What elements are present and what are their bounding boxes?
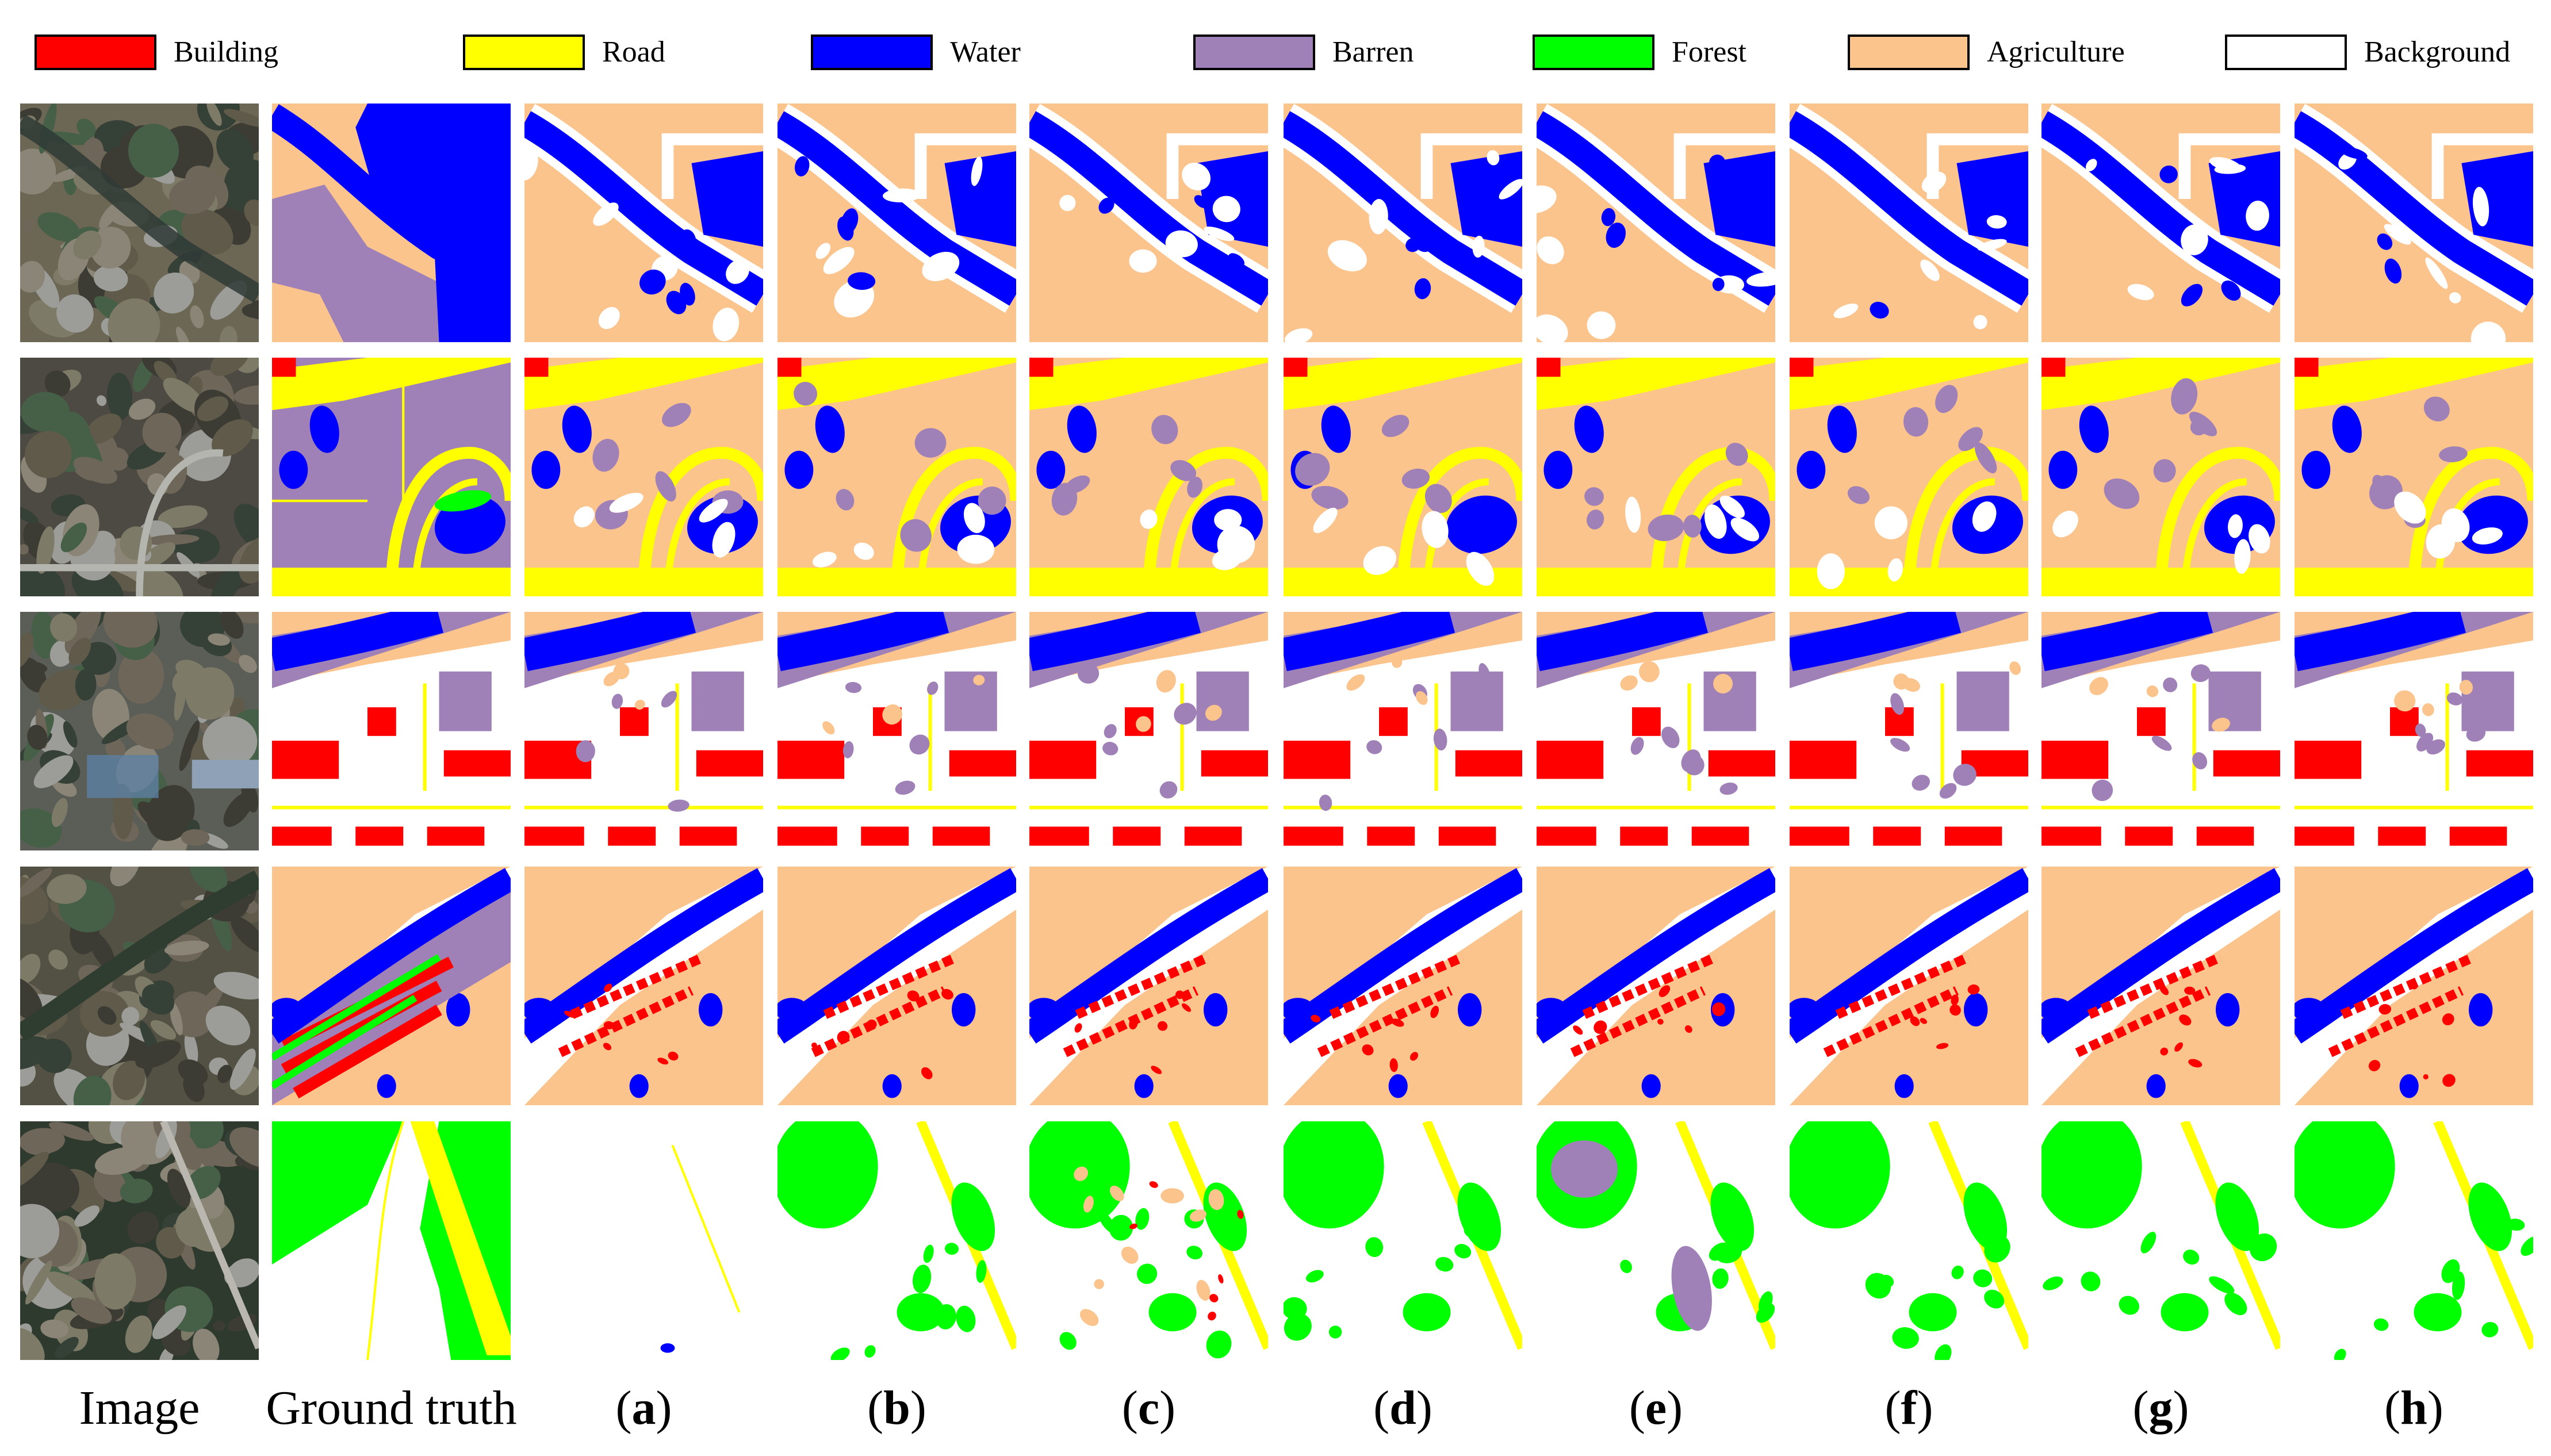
- column-caption: (f): [1884, 1381, 1933, 1435]
- prediction-map-e: [1537, 612, 1775, 850]
- prediction-map-c: [1029, 867, 1268, 1105]
- legend-label: Forest: [1672, 36, 1746, 68]
- prediction-map-c: [1029, 1121, 1268, 1360]
- prediction-map-h: [2295, 104, 2533, 342]
- legend-label: Barren: [1332, 36, 1414, 68]
- column-caption: (a): [615, 1381, 672, 1435]
- legend-label: Road: [602, 36, 665, 68]
- prediction-map-b: [777, 104, 1016, 342]
- caption-letter: d: [1389, 1381, 1416, 1435]
- legend-item-water: Water: [811, 32, 1021, 72]
- prediction-map-e: [1537, 358, 1775, 596]
- legend-swatch: [35, 35, 156, 70]
- legend-swatch: [1848, 35, 1970, 70]
- prediction-map-c: [1029, 104, 1268, 342]
- prediction-map-f: [1790, 612, 2028, 850]
- legend-label: Building: [174, 36, 279, 68]
- legend-swatch: [1533, 35, 1654, 70]
- column-caption: (h): [2384, 1381, 2443, 1435]
- column-caption: (d): [1373, 1381, 1432, 1435]
- prediction-map-b: [777, 867, 1016, 1105]
- column-caption: (e): [1629, 1381, 1683, 1435]
- prediction-map-e: [1537, 1121, 1775, 1360]
- caption-letter: b: [883, 1381, 910, 1435]
- prediction-map-g: [2041, 104, 2280, 342]
- prediction-map-g: [2041, 358, 2280, 596]
- ground-truth-map: [272, 612, 511, 850]
- legend-swatch: [1193, 35, 1315, 70]
- prediction-map-a: [524, 612, 763, 850]
- legend-item-building: Building: [35, 32, 278, 72]
- ground-truth-map: [272, 867, 511, 1105]
- legend-swatch: [2225, 35, 2347, 70]
- legend-item-agriculture: Agriculture: [1848, 32, 2125, 72]
- prediction-map-d: [1284, 867, 1522, 1105]
- prediction-map-h: [2295, 867, 2533, 1105]
- prediction-map-f: [1790, 867, 2028, 1105]
- prediction-map-h: [2295, 1121, 2533, 1360]
- legend: Building Road Water Barren Forest Agriculture…: [0, 0, 2551, 86]
- column-caption: (c): [1121, 1381, 1176, 1435]
- column-caption: (b): [867, 1381, 926, 1435]
- legend-swatch: [811, 35, 933, 70]
- prediction-map-d: [1284, 104, 1522, 342]
- legend-swatch: [463, 35, 585, 70]
- prediction-map-a: [524, 104, 763, 342]
- column-caption: (g): [2132, 1381, 2189, 1435]
- prediction-map-c: [1029, 358, 1268, 596]
- prediction-map-h: [2295, 358, 2533, 596]
- prediction-map-b: [777, 612, 1016, 850]
- legend-label: Agriculture: [1987, 36, 2125, 68]
- prediction-map-a: [524, 358, 763, 596]
- prediction-map-c: [1029, 612, 1268, 850]
- prediction-map-e: [1537, 104, 1775, 342]
- aerial-image: [20, 867, 259, 1105]
- legend-item-road: Road: [463, 32, 665, 72]
- aerial-image: [20, 612, 259, 850]
- caption-letter: c: [1137, 1381, 1160, 1435]
- aerial-image: [20, 358, 259, 596]
- ground-truth-map: [272, 358, 511, 596]
- column-caption: Image: [79, 1381, 200, 1435]
- prediction-map-a: [524, 867, 763, 1105]
- legend-label: Background: [2364, 36, 2511, 68]
- ground-truth-map: [272, 1121, 511, 1360]
- caption-letter: e: [1645, 1381, 1667, 1435]
- prediction-map-d: [1284, 1121, 1522, 1360]
- aerial-image: [20, 1121, 259, 1360]
- prediction-map-h: [2295, 612, 2533, 850]
- prediction-map-g: [2041, 1121, 2280, 1360]
- prediction-map-g: [2041, 612, 2280, 850]
- prediction-map-f: [1790, 1121, 2028, 1360]
- caption-letter: g: [2148, 1381, 2173, 1435]
- prediction-map-f: [1790, 104, 2028, 342]
- caption-letter: f: [1901, 1381, 1917, 1435]
- caption-letter: a: [631, 1381, 656, 1435]
- caption-letter: h: [2400, 1381, 2427, 1435]
- ground-truth-map: [272, 104, 511, 342]
- prediction-map-b: [777, 358, 1016, 596]
- aerial-image: [20, 104, 259, 342]
- legend-item-forest: Forest: [1533, 32, 1746, 72]
- prediction-map-e: [1537, 867, 1775, 1105]
- prediction-map-a: [524, 1121, 763, 1360]
- prediction-map-d: [1284, 612, 1522, 850]
- legend-item-barren: Barren: [1193, 32, 1414, 72]
- prediction-map-b: [777, 1121, 1016, 1360]
- prediction-map-d: [1284, 358, 1522, 596]
- legend-label: Water: [950, 36, 1021, 68]
- column-caption: Ground truth: [266, 1381, 517, 1435]
- legend-item-background: Background: [2225, 32, 2510, 72]
- prediction-map-f: [1790, 358, 2028, 596]
- prediction-map-g: [2041, 867, 2280, 1105]
